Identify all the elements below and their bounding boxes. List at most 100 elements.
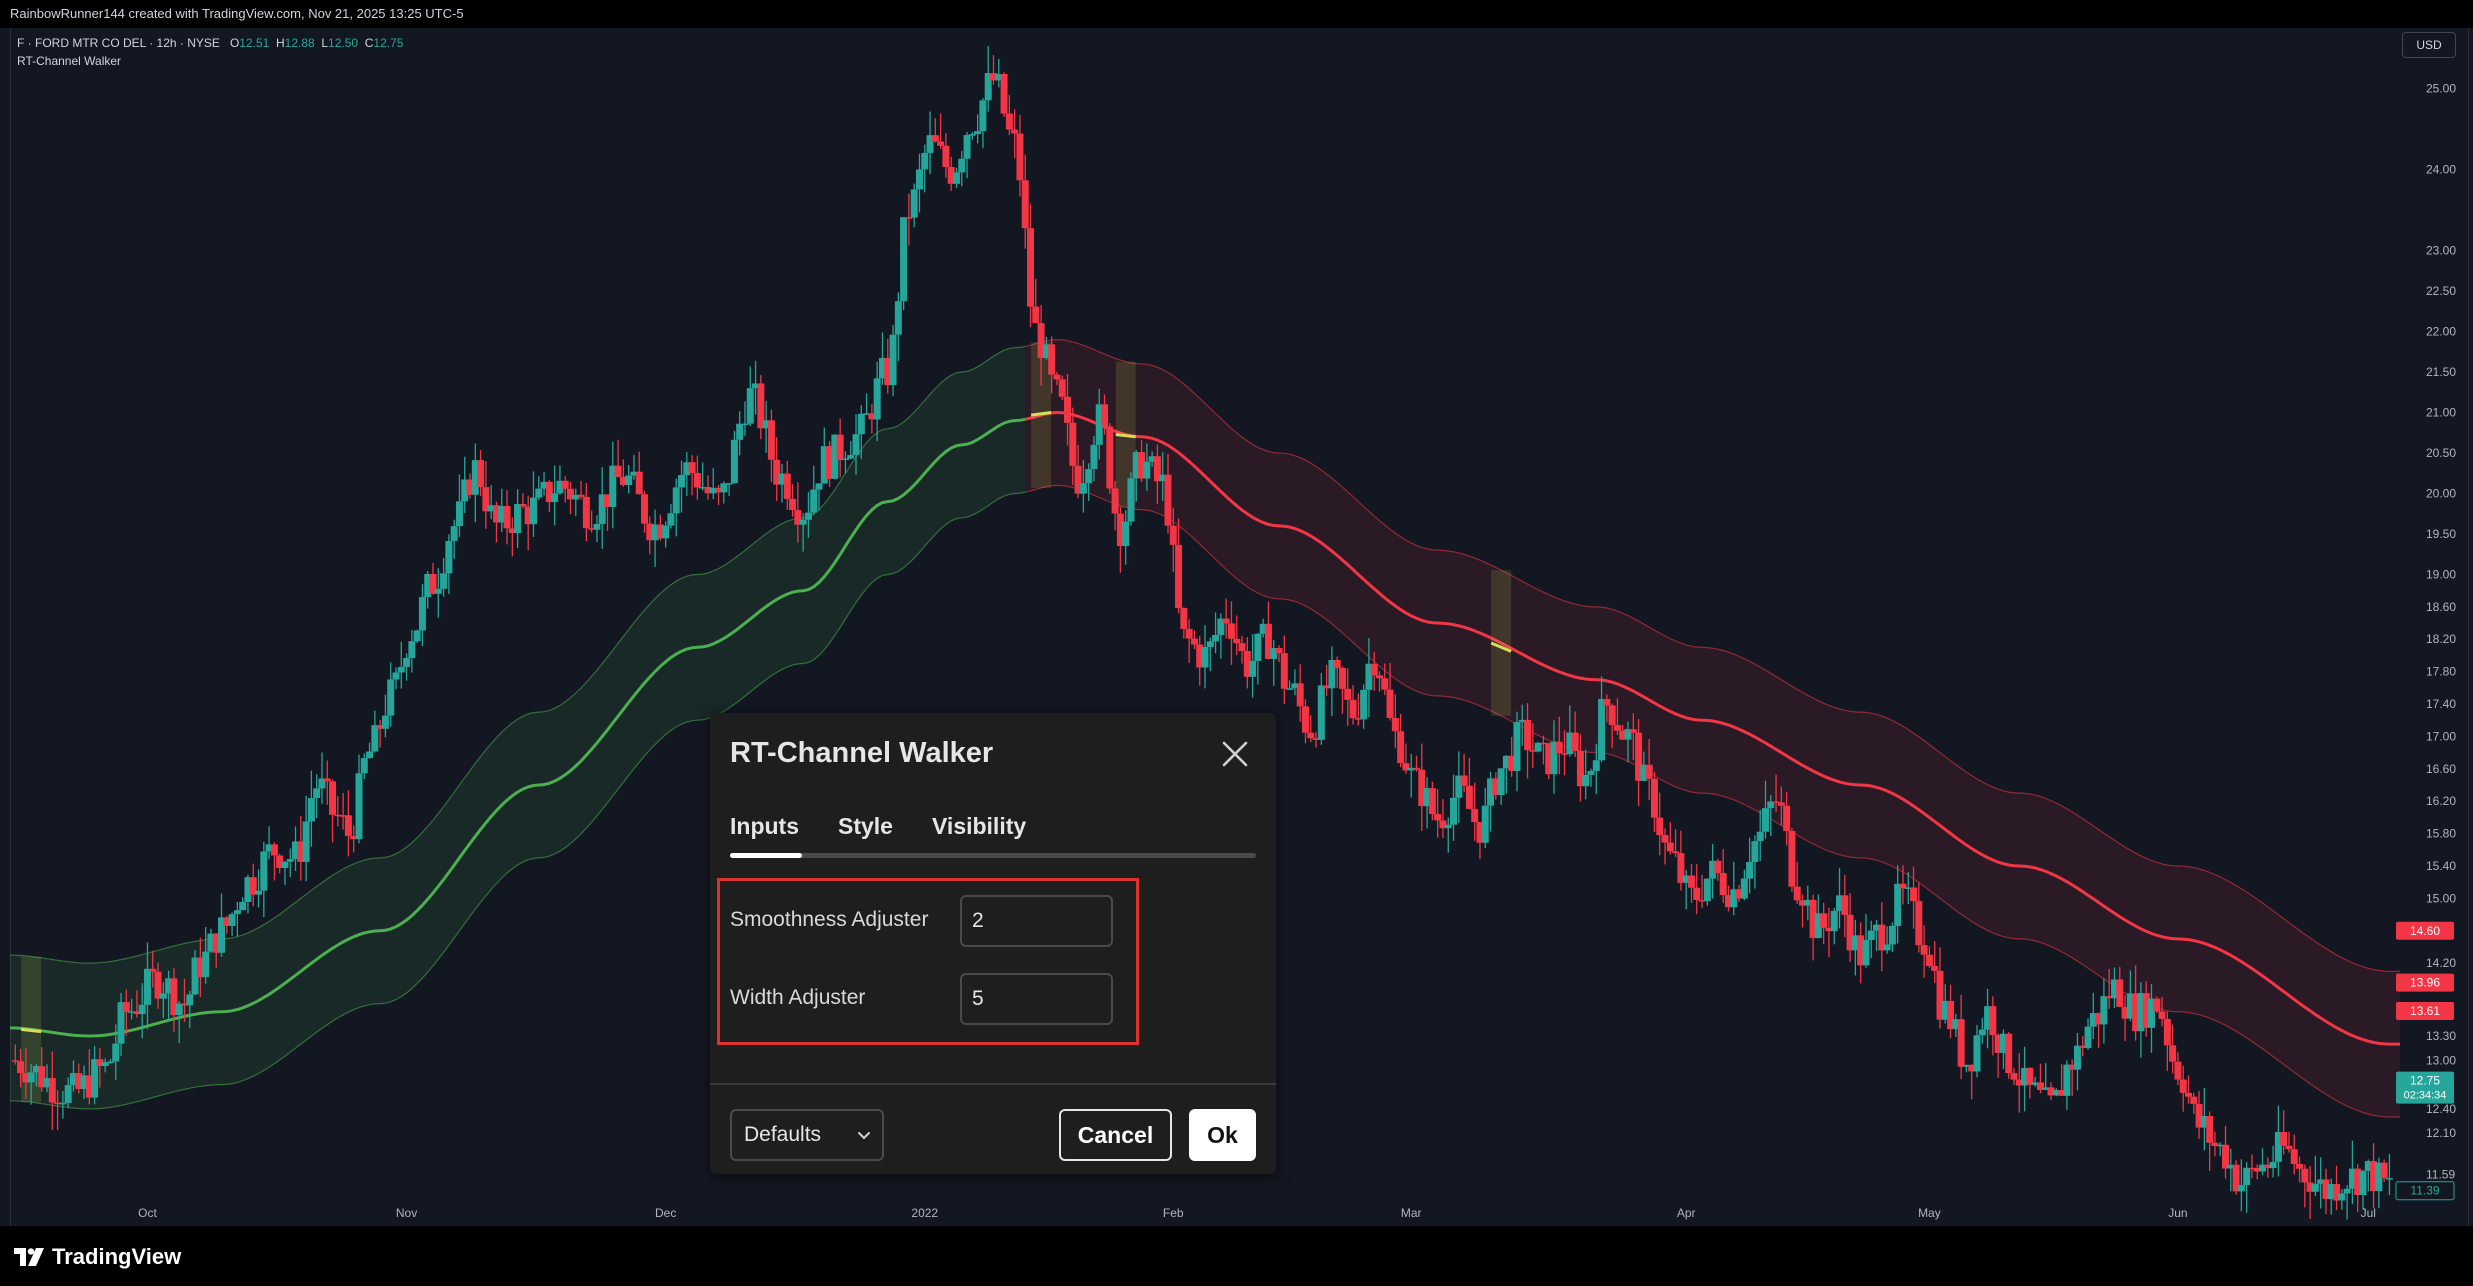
- currency-button[interactable]: USD: [2402, 32, 2456, 58]
- candle: [440, 558, 448, 597]
- ok-button[interactable]: Ok: [1189, 1109, 1256, 1161]
- candle: [2036, 1063, 2044, 1094]
- candle: [1450, 774, 1458, 841]
- price-tag-box: [2396, 1001, 2454, 1020]
- candle-body: [64, 1085, 72, 1103]
- candle: [17, 1048, 25, 1088]
- candle: [693, 455, 701, 500]
- candle: [736, 411, 744, 456]
- candle-body: [207, 933, 215, 952]
- candle-body: [1804, 899, 1812, 906]
- y-tick-label: 15.80: [2426, 827, 2456, 841]
- candle-body: [1254, 633, 1262, 661]
- candle-body: [2153, 998, 2161, 1012]
- candle: [1317, 672, 1325, 745]
- candle-body: [926, 135, 934, 153]
- candle: [1465, 757, 1473, 810]
- candle: [529, 471, 537, 537]
- candle: [1206, 637, 1214, 672]
- candle-body: [413, 630, 421, 642]
- candle-body: [170, 978, 178, 1016]
- candle-body: [1286, 688, 1294, 690]
- tab-inputs[interactable]: Inputs: [730, 813, 799, 839]
- candle: [2073, 1032, 2081, 1091]
- candle-body: [376, 725, 384, 729]
- candle-body: [397, 666, 405, 673]
- candle: [1899, 865, 1907, 905]
- candle-body: [773, 459, 781, 485]
- close-icon[interactable]: [1220, 739, 1250, 769]
- candle-body: [408, 641, 416, 659]
- candle-body: [2084, 1026, 2092, 1048]
- candle-body: [2253, 1167, 2261, 1172]
- candle: [1508, 736, 1516, 777]
- tab-style[interactable]: Style: [838, 813, 893, 839]
- candle-body: [2338, 1193, 2346, 1201]
- candle-body: [741, 423, 749, 426]
- candle: [1576, 734, 1584, 802]
- candle-body: [27, 1072, 35, 1083]
- candle-body: [841, 458, 849, 461]
- candle-body: [868, 413, 876, 420]
- candle-body: [1666, 842, 1674, 852]
- legend-close: 12.75: [373, 36, 404, 50]
- candle-body: [276, 855, 284, 868]
- candle-body: [715, 487, 723, 493]
- candle-body: [2354, 1168, 2362, 1195]
- defaults-dropdown[interactable]: Defaults: [730, 1109, 884, 1161]
- legend-low: 12.50: [328, 36, 359, 50]
- candle: [1629, 713, 1637, 761]
- cancel-button[interactable]: Cancel: [1059, 1109, 1172, 1161]
- legend-indicator[interactable]: RT-Channel Walker: [17, 54, 122, 68]
- tab-visibility[interactable]: Visibility: [932, 813, 1027, 839]
- candle-body: [604, 494, 611, 507]
- candle: [1598, 676, 1606, 763]
- candle: [180, 978, 188, 1023]
- width-input[interactable]: [960, 973, 1113, 1025]
- candle: [1190, 630, 1198, 649]
- candle: [1968, 1063, 1976, 1100]
- candle-body: [2036, 1082, 2044, 1090]
- candle-body: [1820, 913, 1828, 928]
- candle-body: [2110, 979, 2118, 999]
- smoothness-input[interactable]: [960, 895, 1113, 947]
- candle: [540, 472, 548, 496]
- price-tag-label: 14.60: [2410, 924, 2440, 938]
- candle-body: [1027, 228, 1035, 307]
- candle: [2380, 1159, 2388, 1182]
- candle: [894, 292, 902, 361]
- candle-body: [1465, 785, 1473, 809]
- candle-body: [85, 1075, 93, 1098]
- x-tick-label: May: [1918, 1206, 1941, 1220]
- candle: [1471, 782, 1479, 841]
- candle: [112, 1024, 120, 1080]
- candle: [646, 516, 654, 555]
- candle-body: [2296, 1163, 2304, 1169]
- candle: [783, 460, 791, 510]
- candle: [1513, 711, 1521, 792]
- candle-body: [556, 480, 564, 494]
- candle: [582, 483, 590, 542]
- candle-body: [297, 841, 305, 862]
- candle-body: [329, 781, 337, 815]
- candle-body: [117, 1002, 125, 1044]
- candle-body: [1423, 788, 1431, 807]
- candle-body: [1740, 878, 1748, 899]
- candle: [2343, 1185, 2351, 1220]
- y-tick-label: 11.59: [2426, 1168, 2455, 1182]
- candle-body: [1418, 769, 1426, 807]
- y-tick-label: 13.00: [2426, 1053, 2456, 1067]
- candle-body: [884, 357, 892, 386]
- candle: [2142, 981, 2150, 1037]
- candle: [1820, 902, 1828, 945]
- candle: [1301, 699, 1309, 744]
- candle: [244, 874, 252, 914]
- candle: [1714, 858, 1722, 881]
- candle: [889, 325, 897, 397]
- y-tick-label: 17.40: [2426, 697, 2456, 711]
- candle: [1280, 635, 1288, 705]
- candle-body: [54, 1102, 62, 1105]
- candle: [1497, 768, 1505, 805]
- candle-body: [1873, 924, 1881, 931]
